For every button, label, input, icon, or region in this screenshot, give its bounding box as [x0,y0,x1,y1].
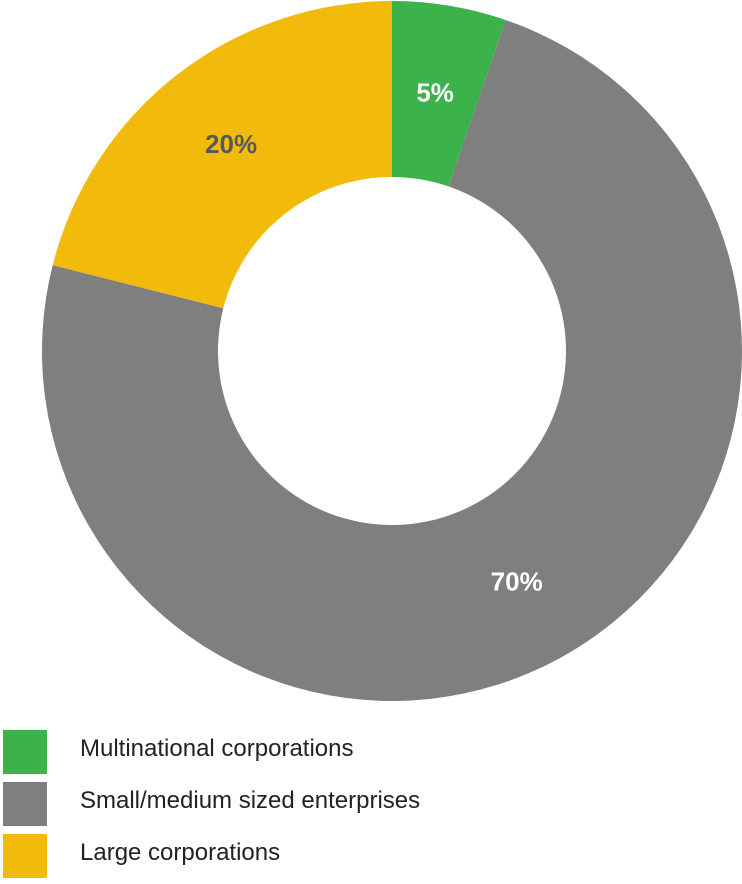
legend-label-large-corporations: Large corporations [80,839,281,866]
donut-data-labels: 5% 70% 20% [205,78,543,597]
donut-slices [41,1,742,701]
legend: Multinational corporations Small/medium … [3,728,703,884]
data-label-large-corporations: 20% [205,129,257,159]
donut-slice-small-medium-sized-enterprises [41,19,742,701]
legend-label-small-medium-enterprises: Small/medium sized enterprises [80,787,421,814]
legend-item-multinational-corporations: Multinational corporations [3,728,703,778]
data-label-small-medium-sized-enterprises: 70% [491,566,543,596]
legend-swatch-small-medium-enterprises [3,782,47,826]
data-label-multinational-corporations: 5% [416,78,454,108]
legend-item-small-medium-enterprises: Small/medium sized enterprises [3,780,703,830]
legend-swatch-multinational-corporations [3,730,47,774]
donut-chart: 5% 70% 20% [41,1,742,701]
donut-slice-multinational-corporations [392,1,506,187]
legend-swatch-large-corporations [3,834,47,878]
legend-label-multinational-corporations: Multinational corporations [80,735,354,762]
legend-item-large-corporations: Large corporations [3,832,703,882]
donut-slice-large-corporations [52,1,393,309]
